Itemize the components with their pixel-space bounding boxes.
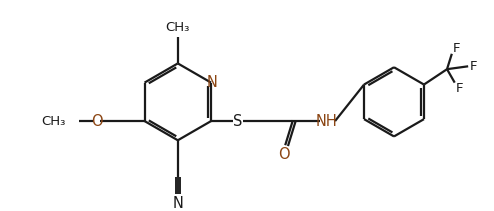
- Text: NH: NH: [316, 114, 337, 128]
- Text: CH₃: CH₃: [41, 115, 66, 128]
- Text: O: O: [91, 114, 102, 128]
- Text: N: N: [172, 196, 183, 211]
- Text: S: S: [233, 114, 243, 128]
- Text: F: F: [453, 42, 460, 54]
- Text: CH₃: CH₃: [165, 21, 190, 34]
- Text: F: F: [456, 82, 463, 95]
- Text: F: F: [470, 60, 478, 73]
- Text: N: N: [206, 75, 217, 90]
- Text: O: O: [278, 147, 290, 162]
